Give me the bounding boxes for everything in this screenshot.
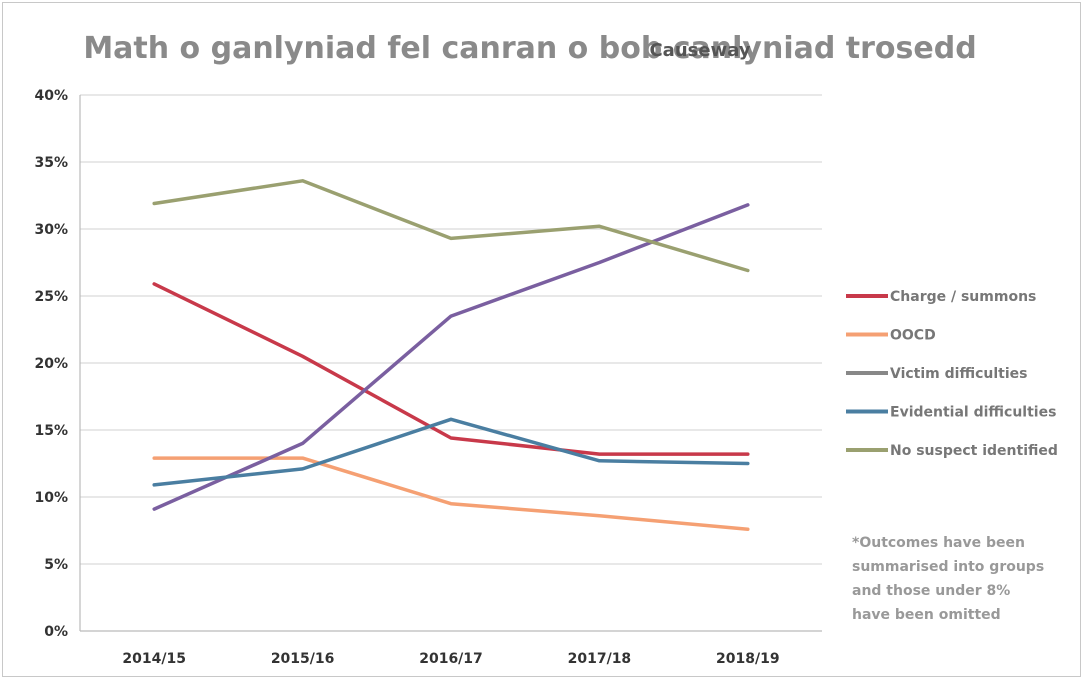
y-tick-label: 5%	[44, 557, 68, 573]
y-tick-label: 40%	[34, 88, 68, 104]
y-tick-label: 25%	[34, 289, 68, 305]
series-line	[152, 282, 750, 456]
x-tick-label: 2014/15	[122, 651, 186, 667]
y-tick-label: 35%	[34, 155, 68, 171]
x-tick-label: 2016/17	[419, 651, 483, 667]
y-tick-label: 15%	[34, 423, 68, 439]
y-tick-label: 20%	[34, 356, 68, 372]
series-lines	[152, 179, 750, 531]
annotation-line: have been omitted	[852, 607, 1001, 623]
series-line	[152, 203, 750, 511]
series-line	[152, 179, 750, 273]
annotation-line: summarised into groups	[852, 559, 1044, 575]
x-tick-label: 2017/18	[568, 651, 632, 667]
axes	[79, 95, 822, 632]
legend-label: OOCD	[890, 328, 936, 344]
legend-label: Victim difficulties	[890, 366, 1027, 382]
y-tick-label: 0%	[44, 624, 68, 640]
legend-label: No suspect identified	[890, 443, 1058, 459]
y-tick-label: 30%	[34, 222, 68, 238]
chart-title: Math o ganlyniad fel canran o bob canlyn…	[83, 31, 976, 66]
legend-label: Evidential difficulties	[890, 405, 1056, 421]
y-tick-label: 10%	[34, 490, 68, 506]
x-axis-ticks: 2014/15 2015/16 2016/17 2017/18 2018/19	[122, 651, 779, 667]
x-tick-label: 2018/19	[716, 651, 780, 667]
annotation-line: and those under 8%	[852, 583, 1010, 599]
legend-label: Charge / summons	[890, 289, 1036, 305]
x-tick-label: 2015/16	[271, 651, 335, 667]
series-line	[152, 417, 750, 487]
series-line	[152, 456, 750, 531]
legend: Charge / summons OOCD Victim difficulties E…	[846, 289, 1058, 459]
annotation-line: *Outcomes have been	[852, 535, 1025, 551]
annotation-note: *Outcomes have been summarised into group…	[852, 535, 1044, 623]
chart-title-overlap: Causeway	[649, 40, 750, 61]
y-axis-ticks: 0% 5% 10% 15% 20% 25% 30% 35% 40%	[34, 88, 68, 640]
gridlines	[80, 94, 822, 565]
